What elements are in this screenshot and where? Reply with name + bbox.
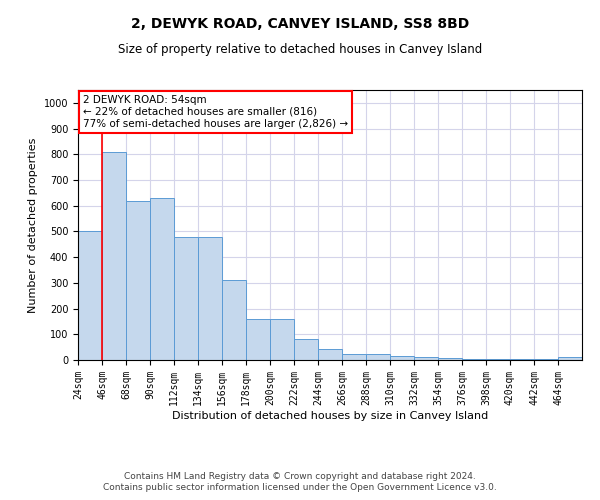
Bar bbox=[246, 319, 270, 360]
Bar bbox=[414, 357, 438, 360]
Text: 2 DEWYK ROAD: 54sqm
← 22% of detached houses are smaller (816)
77% of semi-detac: 2 DEWYK ROAD: 54sqm ← 22% of detached ho… bbox=[83, 96, 348, 128]
Bar bbox=[198, 236, 222, 360]
Text: Size of property relative to detached houses in Canvey Island: Size of property relative to detached ho… bbox=[118, 42, 482, 56]
Bar bbox=[318, 349, 342, 360]
Bar bbox=[78, 232, 102, 360]
Bar bbox=[126, 200, 150, 360]
Bar bbox=[150, 198, 174, 360]
Bar bbox=[174, 236, 198, 360]
Bar bbox=[270, 319, 294, 360]
Bar bbox=[390, 356, 414, 360]
Bar bbox=[222, 280, 246, 360]
Bar bbox=[510, 359, 534, 360]
Text: 2, DEWYK ROAD, CANVEY ISLAND, SS8 8BD: 2, DEWYK ROAD, CANVEY ISLAND, SS8 8BD bbox=[131, 18, 469, 32]
Text: Contains HM Land Registry data © Crown copyright and database right 2024.
Contai: Contains HM Land Registry data © Crown c… bbox=[103, 472, 497, 492]
Bar bbox=[294, 340, 318, 360]
X-axis label: Distribution of detached houses by size in Canvey Island: Distribution of detached houses by size … bbox=[172, 410, 488, 420]
Bar bbox=[366, 354, 390, 360]
Bar bbox=[438, 358, 462, 360]
Bar bbox=[558, 357, 582, 360]
Bar bbox=[486, 359, 510, 360]
Y-axis label: Number of detached properties: Number of detached properties bbox=[28, 138, 38, 312]
Bar bbox=[102, 152, 126, 360]
Bar bbox=[342, 354, 366, 360]
Bar bbox=[462, 358, 486, 360]
